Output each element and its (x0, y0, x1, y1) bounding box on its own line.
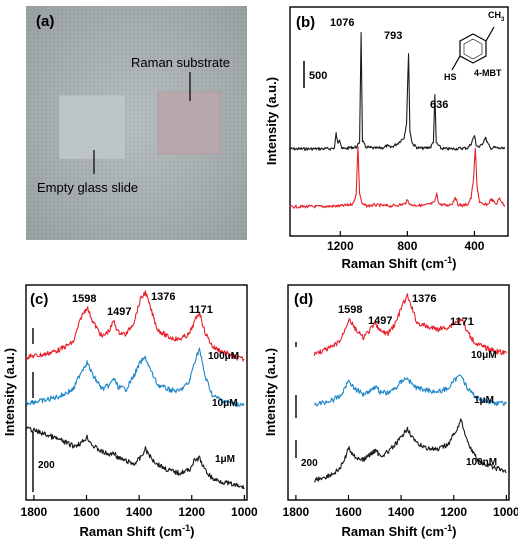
xlabel-b-sup: -1 (444, 255, 452, 265)
substrate-label: Raman substrate (131, 55, 230, 70)
x-tick-label: 1600 (335, 505, 362, 519)
methyl-text: CH (488, 10, 501, 20)
ylabel-b: Intensity (a.u.) (264, 77, 279, 165)
series-line (313, 374, 507, 407)
panel-letter-d: (d) (294, 291, 313, 308)
peak-label: 1376 (412, 293, 436, 305)
peak-label: 793 (384, 30, 402, 42)
xlabel-c-end: ) (190, 524, 194, 539)
plot-frame-b (289, 6, 509, 237)
xlabel-b-end: ) (452, 256, 456, 271)
xlabel-d-end: ) (452, 524, 456, 539)
xticks-b: 1200 800 400 (327, 231, 485, 253)
methyl-group-label: CH3 (488, 10, 505, 23)
series-line (313, 293, 507, 356)
thiol-group-label: HS (444, 72, 457, 82)
molecule-4mbt (451, 26, 495, 71)
series-line (289, 31, 506, 151)
panel-c: (c) Intensity (a.u.) Raman Shift (cm-1) … (2, 284, 258, 539)
raman-substrate-square (157, 91, 221, 155)
x-tick-label: 800 (397, 239, 417, 253)
series-line (25, 290, 245, 362)
peak-label: 1076 (330, 17, 354, 29)
xticks-c: 1800 1600 1400 1200 1000 (21, 495, 258, 519)
peak-label: 636 (430, 99, 448, 111)
series-d (313, 293, 507, 483)
panel-letter-a: (a) (36, 13, 54, 30)
xlabel-c: Raman Shift (cm-1) (80, 523, 195, 539)
series-b (289, 31, 506, 209)
panel-letter-b: (b) (296, 14, 315, 31)
series-label-c: 10μM (212, 398, 238, 409)
x-tick-label: 1200 (327, 239, 354, 253)
methyl-bond (485, 26, 495, 42)
molecule-name: 4-MBT (474, 68, 502, 78)
plot-frame-c (25, 284, 248, 501)
series-label-c: 100μM (208, 351, 239, 362)
series-label-d: 1μM (474, 395, 494, 406)
series-label-c: 1μM (215, 454, 235, 465)
xlabel-c-sup: -1 (182, 523, 190, 533)
x-tick-label: 1200 (440, 505, 467, 519)
series-label-d: 100nM (466, 457, 497, 468)
ylabel-d: Intensity (a.u.) (263, 348, 278, 436)
x-tick-label: 1200 (178, 505, 205, 519)
scale-bar-label-b: 500 (309, 70, 327, 82)
peak-label: 1171 (450, 316, 474, 328)
x-tick-label: 1800 (283, 505, 310, 519)
xlabel-b-main: Raman Shift (cm (342, 256, 445, 271)
peak-label: 1171 (189, 304, 213, 316)
peak-label: 1376 (151, 291, 175, 303)
series-line (289, 145, 506, 209)
xlabel-d: Raman Shift (cm-1) (342, 523, 457, 539)
methyl-subscript: 3 (501, 17, 505, 23)
peak-label: 1497 (107, 306, 131, 318)
x-tick-label: 1400 (388, 505, 415, 519)
scale-bar-label-c: 200 (38, 460, 55, 471)
xlabel-d-main: Raman Shift (cm (342, 524, 445, 539)
x-tick-label: 1800 (21, 505, 48, 519)
x-tick-label: 1000 (493, 505, 518, 519)
plot-frame-d (287, 284, 510, 501)
scale-bar-label-d: 200 (301, 458, 318, 469)
x-tick-label: 1400 (126, 505, 153, 519)
peak-label: 1598 (72, 293, 96, 305)
panel-b: (b) Intensity (a.u.) Raman Shift (cm-1) … (264, 6, 509, 271)
empty-glass-slide (59, 95, 125, 159)
benzene-inner-icon (463, 38, 483, 60)
panel-d: (d) Intensity (a.u.) Raman Shift (cm-1) … (263, 284, 518, 539)
peak-label: 1497 (368, 315, 392, 327)
thiol-bond (451, 55, 461, 71)
series-line (313, 418, 507, 483)
series-c (25, 290, 245, 490)
panel-a: (a) Raman substrate Empty glass slide (26, 6, 247, 240)
series-line (25, 425, 245, 490)
xticks-d: 1800 1600 1400 1200 1000 (283, 495, 518, 519)
peak-label: 1598 (338, 304, 362, 316)
xlabel-b: Raman Shift (cm-1) (342, 255, 457, 271)
panel-letter-c: (c) (30, 291, 48, 308)
x-tick-label: 400 (464, 239, 484, 253)
x-tick-label: 1600 (73, 505, 100, 519)
series-line (25, 347, 245, 408)
xlabel-d-sup: -1 (444, 523, 452, 533)
ylabel-c: Intensity (a.u.) (2, 348, 17, 436)
series-label-d: 10μM (471, 350, 497, 361)
x-tick-label: 1000 (231, 505, 258, 519)
glass-label: Empty glass slide (37, 180, 138, 195)
xlabel-c-main: Raman Shift (cm (80, 524, 183, 539)
